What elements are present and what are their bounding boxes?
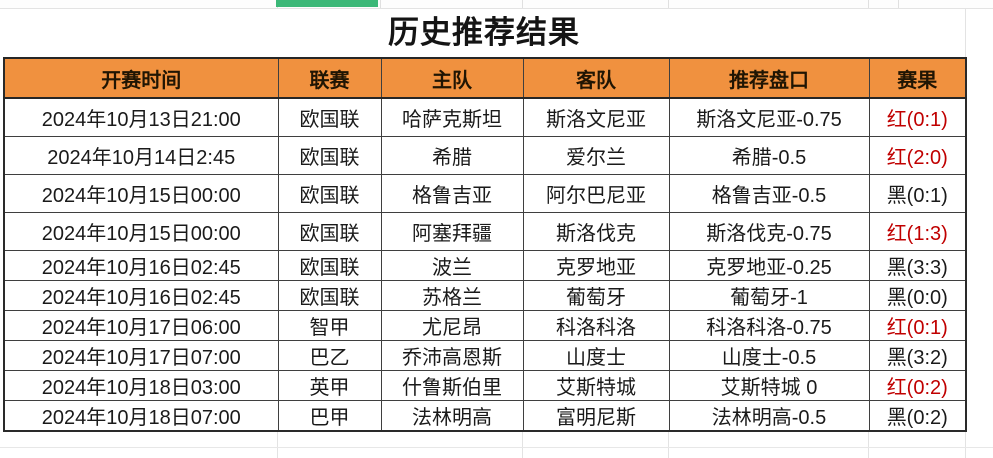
cell-result: 红(0:1) — [868, 310, 967, 341]
page-title: 历史推荐结果 — [388, 15, 580, 50]
cell-kickoff-time: 2024年10月14日2:45 — [3, 136, 279, 175]
gridline — [277, 429, 278, 458]
cell-recommended-handicap: 艾斯特城 0 — [668, 370, 870, 401]
gridline — [965, 429, 966, 458]
cell-recommended-handicap: 克罗地亚-0.25 — [668, 250, 870, 281]
sheet-tab-indicator — [276, 0, 378, 7]
column-header-result: 赛果 — [868, 57, 967, 99]
table-row: 2024年10月18日03:00 英甲 什鲁斯伯里 艾斯特城 艾斯特城 0 红(… — [3, 370, 967, 401]
cell-league: 欧国联 — [277, 280, 382, 311]
cell-league: 智甲 — [277, 310, 382, 341]
column-header-home-team: 主队 — [380, 57, 524, 99]
table-row: 2024年10月17日07:00 巴乙 乔沛高恩斯 山度士 山度士-0.5 黑(… — [3, 340, 967, 371]
cell-home-team: 乔沛高恩斯 — [380, 340, 524, 371]
cell-league: 英甲 — [277, 370, 382, 401]
gridline-tick — [380, 0, 381, 8]
cell-recommended-handicap: 格鲁吉亚-0.5 — [668, 174, 870, 213]
cell-kickoff-time: 2024年10月16日02:45 — [3, 280, 279, 311]
cell-home-team: 法林明高 — [380, 400, 524, 432]
cell-home-team: 格鲁吉亚 — [380, 174, 524, 213]
cell-result: 红(1:3) — [868, 212, 967, 251]
cell-result: 黑(3:2) — [868, 340, 967, 371]
cell-away-team: 富明尼斯 — [522, 400, 670, 432]
cell-away-team: 艾斯特城 — [522, 370, 670, 401]
results-table: 开赛时间 联赛 主队 客队 推荐盘口 赛果 2024年10月13日21:00 欧… — [3, 57, 967, 432]
cell-result: 红(0:2) — [868, 370, 967, 401]
cell-home-team: 苏格兰 — [380, 280, 524, 311]
cell-recommended-handicap: 斯洛伐克-0.75 — [668, 212, 870, 251]
cell-league: 欧国联 — [277, 174, 382, 213]
cell-result: 黑(0:1) — [868, 174, 967, 213]
cell-home-team: 希腊 — [380, 136, 524, 175]
cell-home-team: 哈萨克斯坦 — [380, 97, 524, 137]
cell-result: 红(0:1) — [868, 97, 967, 137]
gridline-tick — [898, 0, 899, 8]
table-row: 2024年10月14日2:45 欧国联 希腊 爱尔兰 希腊-0.5 红(2:0) — [3, 136, 967, 175]
cell-league: 欧国联 — [277, 250, 382, 281]
column-header-kickoff-time: 开赛时间 — [3, 57, 279, 99]
gridline — [668, 429, 669, 458]
cell-home-team: 波兰 — [380, 250, 524, 281]
gridline — [868, 429, 869, 458]
cell-away-team: 斯洛伐克 — [522, 212, 670, 251]
column-header-recommended-handicap: 推荐盘口 — [668, 57, 870, 99]
cell-away-team: 爱尔兰 — [522, 136, 670, 175]
cell-result: 红(2:0) — [868, 136, 967, 175]
table-row: 2024年10月17日06:00 智甲 尤尼昂 科洛科洛 科洛科洛-0.75 红… — [3, 310, 967, 341]
cell-recommended-handicap: 山度士-0.5 — [668, 340, 870, 371]
table-row: 2024年10月16日02:45 欧国联 苏格兰 葡萄牙 葡萄牙-1 黑(0:0… — [3, 280, 967, 311]
column-header-league: 联赛 — [277, 57, 382, 99]
cell-kickoff-time: 2024年10月13日21:00 — [3, 97, 279, 137]
table-body: 2024年10月13日21:00 欧国联 哈萨克斯坦 斯洛文尼亚 斯洛文尼亚-0… — [3, 97, 967, 432]
cell-league: 巴乙 — [277, 340, 382, 371]
table-row: 2024年10月18日07:00 巴甲 法林明高 富明尼斯 法林明高-0.5 黑… — [3, 400, 967, 432]
cell-recommended-handicap: 希腊-0.5 — [668, 136, 870, 175]
cell-recommended-handicap: 斯洛文尼亚-0.75 — [668, 97, 870, 137]
cell-kickoff-time: 2024年10月17日06:00 — [3, 310, 279, 341]
cell-home-team: 阿塞拜疆 — [380, 212, 524, 251]
cell-result: 黑(3:3) — [868, 250, 967, 281]
cell-league: 欧国联 — [277, 136, 382, 175]
table-row: 2024年10月15日00:00 欧国联 格鲁吉亚 阿尔巴尼亚 格鲁吉亚-0.5… — [3, 174, 967, 213]
cell-away-team: 阿尔巴尼亚 — [522, 174, 670, 213]
cell-away-team: 山度士 — [522, 340, 670, 371]
table-row: 2024年10月13日21:00 欧国联 哈萨克斯坦 斯洛文尼亚 斯洛文尼亚-0… — [3, 97, 967, 137]
cell-league: 欧国联 — [277, 212, 382, 251]
cell-kickoff-time: 2024年10月18日07:00 — [3, 400, 279, 432]
cell-recommended-handicap: 葡萄牙-1 — [668, 280, 870, 311]
cell-kickoff-time: 2024年10月18日03:00 — [3, 370, 279, 401]
cell-recommended-handicap: 法林明高-0.5 — [668, 400, 870, 432]
cell-home-team: 尤尼昂 — [380, 310, 524, 341]
cell-league: 欧国联 — [277, 97, 382, 137]
table-row: 2024年10月15日00:00 欧国联 阿塞拜疆 斯洛伐克 斯洛伐克-0.75… — [3, 212, 967, 251]
cell-league: 巴甲 — [277, 400, 382, 432]
gridline-tick — [522, 0, 523, 8]
cell-recommended-handicap: 科洛科洛-0.75 — [668, 310, 870, 341]
cell-result: 黑(0:0) — [868, 280, 967, 311]
gridline-tick — [668, 0, 669, 8]
cell-kickoff-time: 2024年10月17日07:00 — [3, 340, 279, 371]
cell-result: 黑(0:2) — [868, 400, 967, 432]
column-header-away-team: 客队 — [522, 57, 670, 99]
cell-home-team: 什鲁斯伯里 — [380, 370, 524, 401]
cell-away-team: 克罗地亚 — [522, 250, 670, 281]
gridline — [0, 447, 993, 448]
header-row: 开赛时间 联赛 主队 客队 推荐盘口 赛果 — [3, 57, 967, 99]
cell-kickoff-time: 2024年10月16日02:45 — [3, 250, 279, 281]
cell-away-team: 科洛科洛 — [522, 310, 670, 341]
gridline — [522, 429, 523, 458]
cell-away-team: 斯洛文尼亚 — [522, 97, 670, 137]
gridline — [965, 8, 966, 57]
cell-away-team: 葡萄牙 — [522, 280, 670, 311]
cell-kickoff-time: 2024年10月15日00:00 — [3, 212, 279, 251]
table-row: 2024年10月16日02:45 欧国联 波兰 克罗地亚 克罗地亚-0.25 黑… — [3, 250, 967, 281]
sheet-top-gridline-strip — [0, 0, 993, 9]
cell-kickoff-time: 2024年10月15日00:00 — [3, 174, 279, 213]
gridline-tick — [868, 0, 869, 8]
